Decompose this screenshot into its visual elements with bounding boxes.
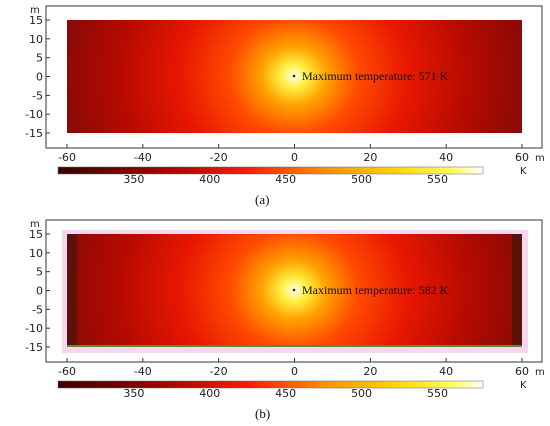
colorbar-ticks-b: 350 400 450 500 550 <box>123 387 448 400</box>
colorbar-tick-label: 550 <box>427 387 448 400</box>
colorbar-tick-label: 500 <box>351 173 372 186</box>
y-unit-b: m <box>30 219 40 230</box>
y-tick-label: -10 <box>25 322 43 335</box>
bottom-edge-b <box>67 345 522 347</box>
colorbar-tick-label: 550 <box>427 173 448 186</box>
x-tick-label: 0 <box>291 151 298 164</box>
x-tick-label: -60 <box>58 151 76 164</box>
max-temp-annotation-b: Maximum temperature: 582 K <box>302 283 449 297</box>
x-tick-label: 60 <box>515 151 529 164</box>
x-tick-label: 40 <box>439 365 453 378</box>
x-tick-label: -60 <box>58 365 76 378</box>
colorbar-b <box>57 380 484 389</box>
y-tick-label: 0 <box>36 285 43 298</box>
x-tick-label: -20 <box>210 151 228 164</box>
x-tick-label: 20 <box>363 365 377 378</box>
colorbar-tick-label: 500 <box>351 387 372 400</box>
colorbar-tick-label: 450 <box>275 387 296 400</box>
max-temp-annotation-a: Maximum temperature: 571 K <box>302 69 449 83</box>
colorbar-tick-label: 350 <box>123 173 144 186</box>
colorbar-unit-b: K <box>520 380 527 391</box>
x-tick-label: 0 <box>291 365 298 378</box>
x-tick-label: 40 <box>439 151 453 164</box>
colorbar-tick-label: 450 <box>275 173 296 186</box>
colorbar-tick-label: 400 <box>199 173 220 186</box>
y-tick-label: 5 <box>36 52 43 65</box>
y-tick-label: -5 <box>32 89 43 102</box>
y-tick-label: -15 <box>25 341 43 354</box>
x-ticks-b: -60 -40 -20 0 20 40 60 <box>58 358 529 378</box>
x-tick-label: -20 <box>210 365 228 378</box>
hotspot-marker-a <box>292 74 296 78</box>
x-unit-a: m <box>535 153 545 164</box>
y-tick-label: 10 <box>29 33 43 46</box>
y-ticks-a: 15 10 5 0 -5 -10 -15 <box>25 14 50 140</box>
cool-band-left-b <box>67 234 77 347</box>
x-tick-label: 60 <box>515 365 529 378</box>
y-unit-a: m <box>30 5 40 16</box>
colorbar-a <box>57 166 484 175</box>
x-ticks-a: -60 -40 -20 0 20 40 60 <box>58 144 529 164</box>
y-ticks-b: 15 10 5 0 -5 -10 -15 <box>25 228 50 354</box>
y-tick-label: 0 <box>36 71 43 84</box>
y-tick-label: 15 <box>29 228 43 241</box>
panel-a: Maximum temperature: 571 K m m 15 10 5 0 -5 -… <box>25 5 545 207</box>
cool-band-right-b <box>512 234 522 347</box>
y-tick-label: -5 <box>32 303 43 316</box>
x-unit-b: m <box>535 367 545 378</box>
colorbar-ticks-a: 350 400 450 500 550 <box>123 173 448 186</box>
colorbar-tick-label: 350 <box>123 387 144 400</box>
panel-label-a: (a) <box>255 192 269 207</box>
colorbar-unit-a: K <box>520 166 527 177</box>
panel-label-b: (b) <box>255 406 270 421</box>
y-tick-label: 15 <box>29 14 43 27</box>
y-tick-label: 10 <box>29 247 43 260</box>
y-tick-label: -10 <box>25 108 43 121</box>
x-tick-label: -40 <box>134 151 152 164</box>
panel-b: Maximum temperature: 582 K m m 15 10 5 0 -5 -… <box>25 219 545 421</box>
x-tick-label: 20 <box>363 151 377 164</box>
hotspot-marker-b <box>292 288 296 292</box>
y-tick-label: 5 <box>36 266 43 279</box>
x-tick-label: -40 <box>134 365 152 378</box>
y-tick-label: -15 <box>25 127 43 140</box>
colorbar-tick-label: 400 <box>199 387 220 400</box>
